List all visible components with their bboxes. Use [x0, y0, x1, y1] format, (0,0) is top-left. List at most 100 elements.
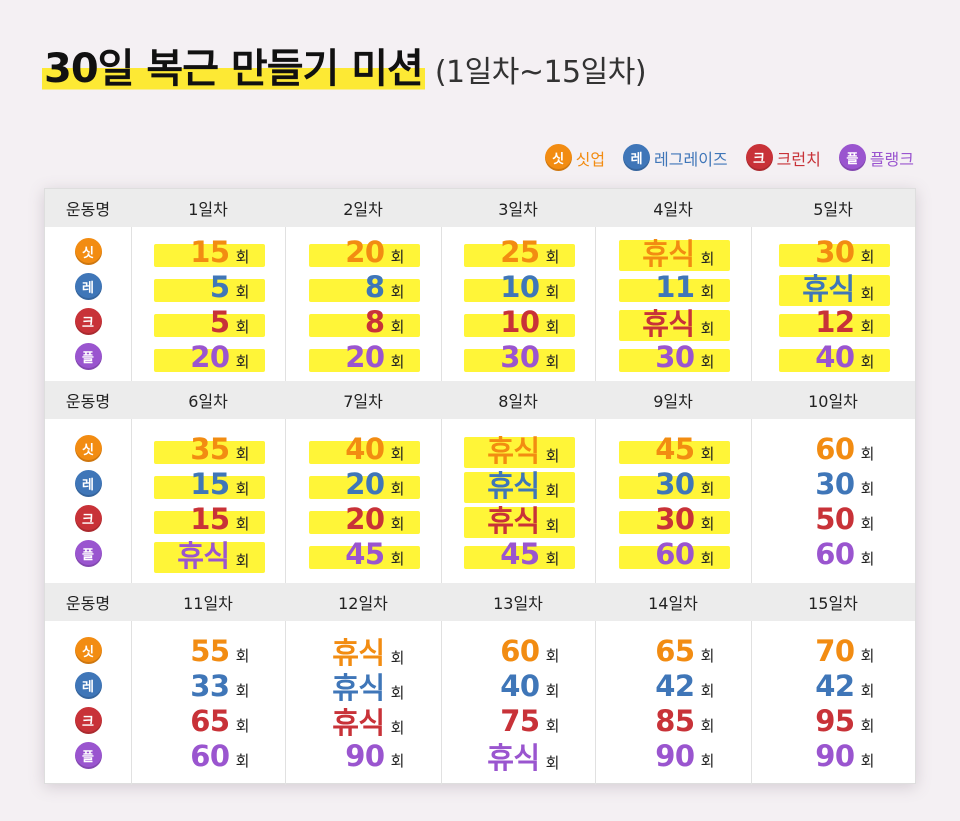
- rep-value: 12 회: [778, 304, 891, 339]
- day-column: 휴식 회 휴식 회 휴식 회 90 회: [285, 621, 441, 785]
- day-column: 30 회 휴식 회 12 회 40 회: [751, 227, 915, 381]
- highlighter-mark: [618, 278, 731, 302]
- rep-value: 95 회: [793, 703, 874, 738]
- day-column: 40 회 20 회 20 회 45 회: [285, 419, 441, 583]
- day-column: 55 회 33 회 65 회 60 회: [131, 621, 285, 785]
- exercise-cell: 플: [45, 738, 131, 773]
- rep-unit: 회: [390, 683, 405, 702]
- rep-unit: 회: [545, 352, 560, 371]
- rep-value: 60 회: [793, 537, 874, 571]
- rep-value: 60 회: [168, 738, 249, 773]
- exercise-cell: 플: [45, 339, 131, 374]
- highlighter-mark: [153, 278, 266, 302]
- rep-cell-legraise: 42 회: [752, 668, 915, 703]
- rep-count: 60: [500, 633, 540, 668]
- rep-value: 90 회: [793, 738, 875, 773]
- highlighter-mark: [463, 436, 576, 468]
- rep-cell-plank: 90 회: [286, 738, 441, 773]
- rep-value: 45 회: [618, 432, 731, 466]
- rep-value: 90 회: [633, 738, 714, 773]
- rep-count: 10: [500, 269, 540, 304]
- rep-value: 휴식 회: [323, 665, 405, 707]
- rep-unit: 회: [235, 551, 250, 570]
- exercise-cell: 크: [45, 501, 131, 536]
- rep-count: 70: [815, 633, 855, 668]
- highlighter-mark: [618, 440, 731, 464]
- exercise-cell: 레: [45, 269, 131, 304]
- crunch-badge-icon: 크: [74, 308, 102, 335]
- highlighter-mark: [308, 243, 421, 267]
- rep-count: 8: [364, 304, 385, 339]
- highlighter-mark: [778, 348, 891, 372]
- rep-count: 12: [815, 304, 855, 339]
- rep-count: 휴식: [642, 306, 695, 341]
- rep-cell-plank: 60 회: [132, 738, 285, 773]
- rep-count: 40: [815, 339, 855, 374]
- rep-count: 휴식: [487, 503, 540, 538]
- rep-cell-crunch: 12 회: [752, 304, 915, 339]
- rep-unit: 회: [860, 751, 875, 770]
- rep-count: 50: [815, 501, 855, 536]
- legend-item-crunch: 크 크런치: [745, 144, 821, 171]
- day-column: 35 회 15 회 15 회 휴식 회: [131, 419, 285, 583]
- rep-cell-plank: 45 회: [442, 536, 595, 571]
- rep-value: 20 회: [308, 502, 421, 536]
- exercise-name-header: 운동명: [65, 392, 111, 411]
- legend-label: 레그레이즈: [654, 149, 728, 169]
- legraise-badge-icon: 레: [74, 470, 102, 497]
- rep-cell-crunch: 휴식 회: [596, 304, 751, 341]
- legend: 싯 싯업 레 레그레이즈 크 크런치 플 플랭크: [544, 144, 914, 171]
- rep-count: 60: [190, 738, 230, 773]
- legend-item-plank: 플 플랭크: [838, 144, 914, 171]
- rep-value: 40 회: [308, 432, 421, 466]
- highlighter-mark: [153, 475, 266, 499]
- rep-count: 휴식: [487, 740, 540, 775]
- highlighter-mark: [153, 541, 266, 573]
- day-header: 15일차: [808, 594, 858, 613]
- highlighter-mark: [308, 348, 421, 372]
- rep-unit: 회: [390, 282, 405, 301]
- rep-count: 90: [815, 738, 855, 773]
- rep-cell-plank: 30 회: [596, 339, 751, 374]
- situp-badge-icon: 싯: [74, 435, 102, 462]
- rep-count: 20: [190, 339, 230, 374]
- rep-unit: 회: [700, 282, 715, 301]
- rep-unit: 회: [235, 247, 250, 266]
- rep-value: 30 회: [618, 340, 731, 374]
- rep-unit: 회: [700, 319, 715, 338]
- rep-unit: 회: [700, 646, 715, 665]
- rep-count: 5: [209, 304, 230, 339]
- rep-value: 15 회: [153, 235, 266, 269]
- rep-cell-plank: 45 회: [286, 536, 441, 571]
- day-header: 2일차: [343, 200, 383, 219]
- day-header: 9일차: [653, 392, 693, 411]
- rep-count: 33: [190, 668, 230, 703]
- exercise-cell: 싯: [45, 633, 131, 668]
- highlighter-mark: [308, 313, 421, 337]
- rep-cell-situp: 30 회: [752, 234, 915, 269]
- day-block-body: 싯 레 크 플 55 회 33 회 65 회 60 회 휴식 회 휴식 회 휴식 회 90 회 60 회 40 회 75 회 휴식 회…: [45, 621, 915, 785]
- rep-cell-plank: 90 회: [752, 738, 915, 773]
- rep-count: 휴식: [487, 468, 540, 503]
- rep-cell-plank: 60 회: [752, 536, 915, 571]
- rep-unit: 회: [390, 648, 405, 667]
- highlighter-mark: [153, 243, 266, 267]
- rep-unit: 회: [700, 352, 715, 371]
- day-header: 14일차: [648, 594, 698, 613]
- rep-count: 90: [655, 738, 695, 773]
- rep-count: 95: [815, 703, 855, 738]
- day-column: 15 회 5 회 5 회 20 회: [131, 227, 285, 381]
- rep-cell-situp: 35 회: [132, 431, 285, 466]
- highlighter-mark: [308, 440, 421, 464]
- rep-value: 휴식 회: [778, 266, 891, 308]
- rep-count: 60: [655, 536, 695, 571]
- day-column: 휴식 회 11 회 휴식 회 30 회: [595, 227, 751, 381]
- crunch-badge-icon: 크: [74, 505, 102, 532]
- header-row: 운동명 11일차 12일차 13일차 14일차 15일차: [45, 583, 915, 621]
- rep-unit: 회: [700, 514, 715, 533]
- rep-value: 35 회: [153, 432, 266, 466]
- rep-count: 65: [655, 633, 695, 668]
- day-column: 70 회 42 회 95 회 90 회: [751, 621, 915, 785]
